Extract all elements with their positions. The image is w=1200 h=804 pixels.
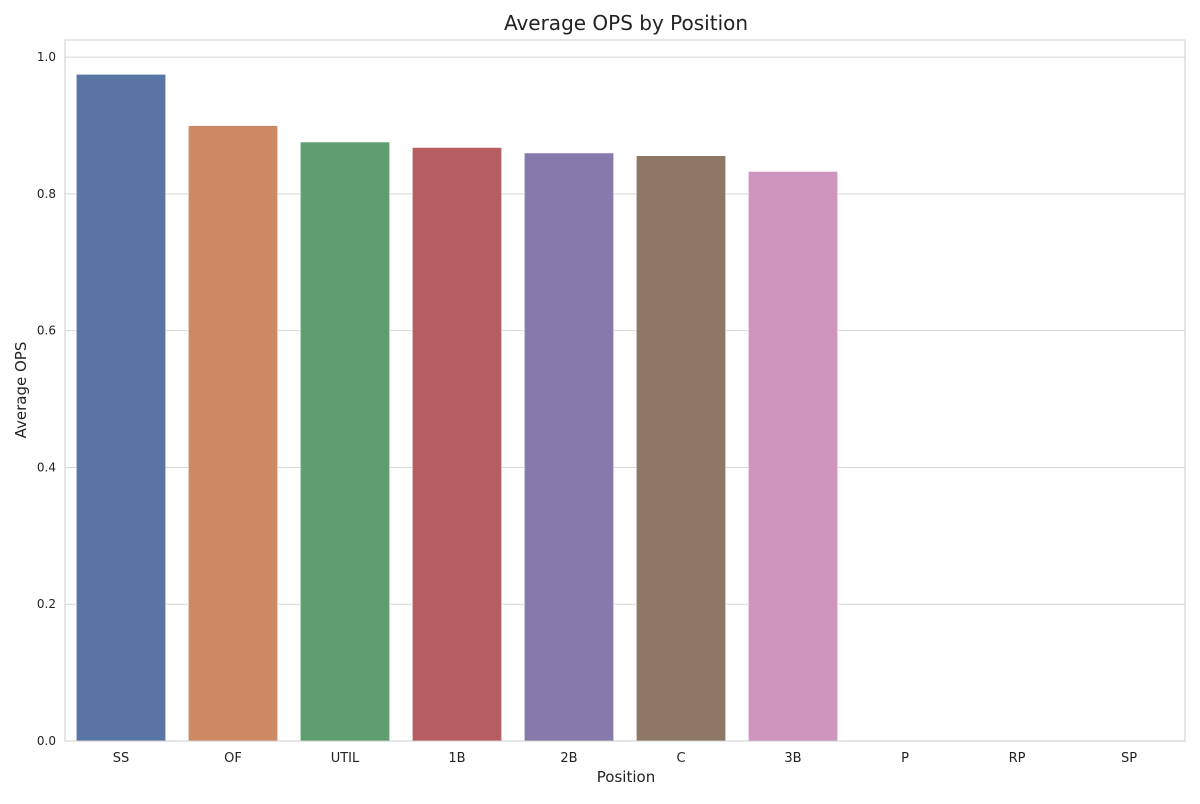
x-tick-label: SS [113,751,130,766]
y-tick-label: 0.8 [37,187,56,201]
y-tick-labels: 0.0 0.2 0.4 0.6 0.8 1.0 [37,50,56,748]
bar-2b [523,152,615,742]
x-tick-label: 3B [784,751,801,766]
x-axis-label: Position [597,768,655,786]
x-tick-label: 2B [560,751,577,766]
x-tick-label: P [901,751,909,766]
y-tick-label: 0.4 [37,460,56,474]
y-tick-label: 0.2 [37,597,56,611]
x-tick-label: UTIL [331,751,360,766]
x-tick-labels: SS OF UTIL 1B 2B C 3B P RP SP [113,751,1137,766]
x-tick-label: C [676,751,685,766]
bars [75,73,839,742]
x-tick-label: 1B [448,751,465,766]
bar-of [187,125,279,742]
y-tick-label: 1.0 [37,50,56,64]
bar-1b [411,146,503,742]
x-tick-label: SP [1121,751,1137,766]
y-axis-label: Average OPS [12,342,30,439]
x-tick-label: RP [1009,751,1026,766]
y-tick-label: 0.6 [37,324,56,338]
chart-title: Average OPS by Position [504,11,748,35]
plot-border [64,39,1186,742]
plot-frame [64,39,1186,742]
bar-ss [75,73,167,742]
x-tick-label: OF [224,751,242,766]
bar-util [299,141,391,742]
bar-c [635,155,727,742]
y-tick-label: 0.0 [37,734,56,748]
bar-3b [747,170,839,742]
